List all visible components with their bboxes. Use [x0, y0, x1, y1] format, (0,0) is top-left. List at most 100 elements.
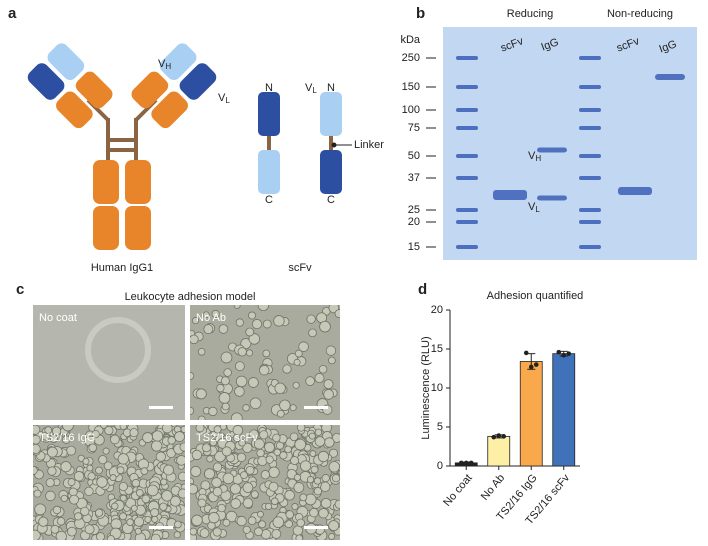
cell	[95, 466, 103, 475]
ladder-band	[579, 154, 601, 158]
cell	[208, 512, 220, 524]
cell	[248, 429, 259, 440]
scale-bar	[149, 406, 173, 409]
marker-label: 150	[402, 81, 420, 93]
cell	[151, 515, 159, 523]
cell	[116, 466, 125, 475]
cell	[191, 317, 200, 325]
image-label: No coat	[39, 312, 77, 324]
cell	[304, 493, 317, 506]
cell	[272, 516, 285, 529]
cell	[134, 527, 142, 535]
cell	[218, 324, 229, 334]
cells	[190, 425, 340, 540]
cell	[66, 445, 77, 456]
cell	[325, 345, 337, 356]
cell	[289, 404, 297, 412]
ladder-band	[579, 56, 601, 60]
panel-letter: c	[16, 281, 24, 298]
cell	[292, 525, 304, 536]
cell	[86, 464, 94, 472]
cell	[282, 364, 292, 374]
cell	[151, 430, 164, 442]
cell	[285, 510, 295, 519]
marker-label: 50	[408, 150, 420, 162]
cell	[45, 478, 55, 488]
marker-label: 25	[408, 204, 420, 216]
scale-bar	[149, 526, 173, 529]
cell	[331, 474, 340, 483]
cell	[84, 524, 95, 535]
cell	[177, 471, 185, 482]
cells	[190, 305, 340, 420]
cell	[61, 435, 71, 444]
cell	[251, 319, 263, 330]
image-label: TS2/16 scFv	[196, 432, 258, 444]
cell	[167, 436, 176, 445]
cell	[245, 465, 255, 475]
cell	[142, 432, 154, 444]
cell	[33, 489, 42, 498]
marker-label: 20	[408, 216, 420, 228]
cell	[104, 425, 114, 436]
cell	[45, 490, 56, 502]
cell	[257, 305, 270, 312]
data-point	[556, 349, 562, 355]
image-label: No Ab	[196, 312, 226, 324]
cell	[245, 327, 255, 337]
cell	[119, 512, 127, 521]
cell	[212, 486, 223, 497]
ladder-band	[456, 154, 478, 158]
cell	[293, 473, 302, 482]
ladder-band	[456, 108, 478, 112]
cell	[117, 453, 129, 465]
cell	[314, 428, 323, 436]
data-point	[528, 364, 534, 370]
cell	[319, 320, 331, 333]
cell	[324, 437, 335, 448]
cell	[60, 494, 68, 502]
cell	[146, 484, 159, 497]
cell	[212, 527, 222, 537]
y-axis-label: Luminescence (RLU)	[420, 336, 432, 439]
cell	[173, 531, 181, 539]
data-point	[458, 460, 464, 466]
cell	[242, 482, 254, 493]
cell	[334, 499, 340, 509]
bar-chart: Adhesion quantified Luminescence (RLU) 0…	[420, 290, 583, 527]
bar	[519, 361, 543, 467]
label-sub: L	[312, 86, 317, 95]
cell	[197, 498, 207, 508]
cell	[259, 365, 270, 376]
cell	[320, 497, 332, 509]
cell	[204, 468, 216, 480]
cell	[62, 425, 74, 432]
cell	[208, 406, 218, 417]
label-main: V	[528, 201, 536, 213]
cell	[176, 455, 185, 466]
cell	[264, 441, 275, 453]
cell	[34, 503, 47, 516]
cell	[318, 364, 328, 374]
c-label: C	[327, 194, 335, 206]
cell	[245, 349, 254, 357]
scfv-diagram	[258, 92, 352, 194]
lane-label: IgG	[540, 36, 561, 53]
cell	[91, 429, 100, 439]
cell	[140, 467, 149, 476]
cell	[87, 472, 96, 481]
cell	[294, 438, 307, 451]
cell	[212, 462, 223, 472]
cell	[289, 432, 299, 442]
cell	[159, 502, 168, 511]
cell	[180, 425, 185, 433]
cell	[106, 534, 115, 540]
cell	[292, 381, 300, 389]
cell	[272, 433, 281, 443]
cell	[98, 455, 108, 465]
micrographs	[33, 305, 340, 540]
y-tick-label: 5	[437, 421, 443, 433]
cell	[203, 324, 214, 335]
cell	[293, 482, 305, 493]
